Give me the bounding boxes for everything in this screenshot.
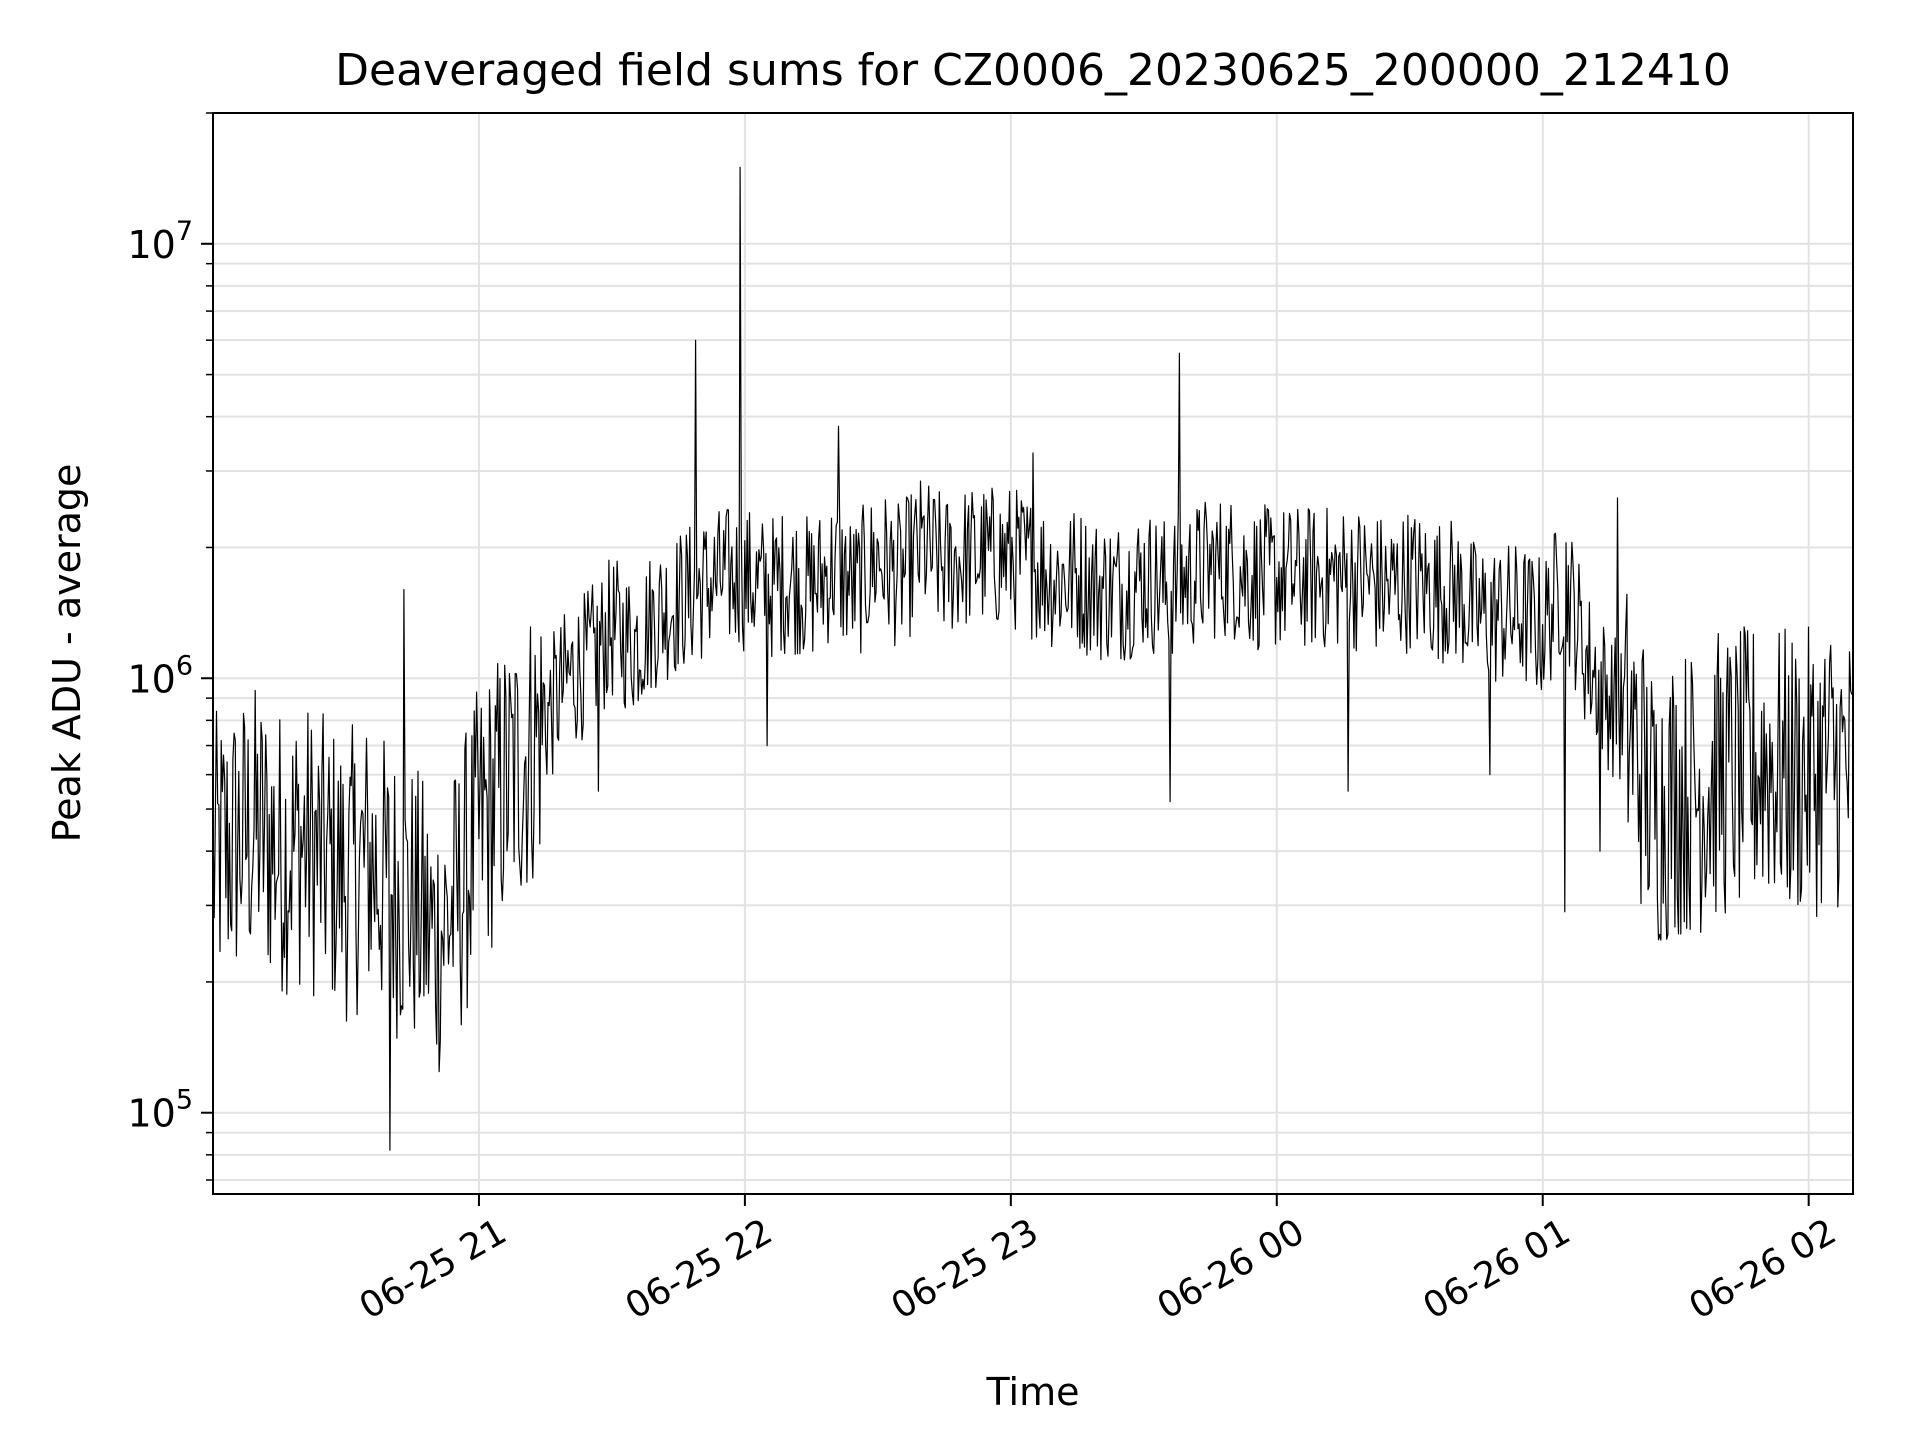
- x-axis: 06-25 21 06-25 22 06-25 23 06-26 00 06-26 01…: [353, 1194, 1843, 1328]
- y-tick-label: 106: [127, 650, 193, 701]
- grid: [213, 112, 1853, 1194]
- x-tick-label: 06-26 01: [1417, 1211, 1578, 1327]
- y-tick-label: 105: [127, 1085, 193, 1136]
- x-tick-label: 06-25 22: [619, 1211, 780, 1327]
- x-tick-label: 06-25 21: [353, 1211, 514, 1327]
- x-tick-label: 06-26 00: [1151, 1211, 1312, 1327]
- y-tick-exponent: 6: [176, 650, 193, 681]
- y-tick-base: 10: [127, 223, 175, 267]
- x-axis-label: Time: [986, 1370, 1080, 1414]
- x-tick-label: 06-25 23: [885, 1211, 1046, 1327]
- y-axis-label: Peak ADU - average: [45, 464, 89, 843]
- series-line: [212, 166, 1854, 1151]
- y-tick-base: 10: [127, 657, 175, 701]
- series-layer: [212, 166, 1854, 1151]
- chart-title: Deaveraged field sums for CZ0006_2023062…: [335, 45, 1731, 96]
- plot-frame: [212, 112, 1854, 1195]
- y-tick-base: 10: [127, 1092, 175, 1136]
- y-tick-exponent: 5: [176, 1085, 193, 1116]
- y-tick-exponent: 7: [176, 216, 193, 247]
- y-tick-label: 107: [127, 216, 193, 267]
- x-tick-label: 06-26 02: [1683, 1211, 1844, 1327]
